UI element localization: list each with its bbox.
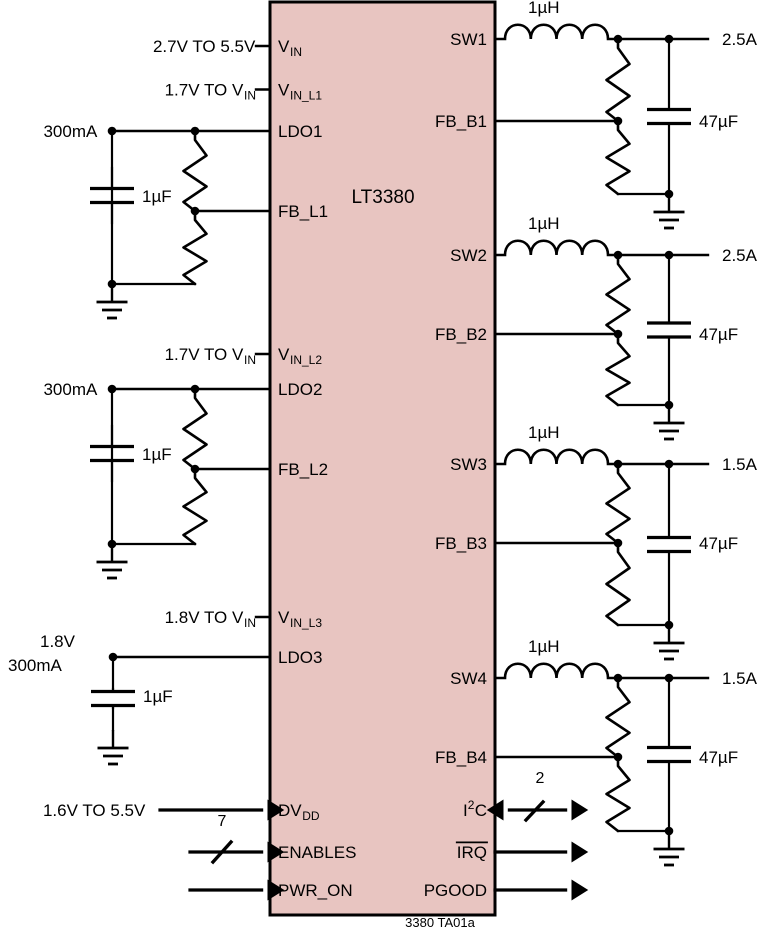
svg-text:IRQ: IRQ [457, 843, 487, 862]
svg-text:SW4: SW4 [450, 669, 487, 688]
svg-text:V: V [278, 81, 290, 100]
svg-text:PGOOD: PGOOD [424, 881, 487, 900]
svg-text:47µF: 47µF [699, 534, 738, 553]
svg-text:1.5A: 1.5A [722, 669, 758, 688]
svg-text:2.5A: 2.5A [722, 30, 758, 49]
svg-text:PWR_ON: PWR_ON [278, 881, 353, 900]
svg-text:1µH: 1µH [528, 214, 560, 233]
svg-text:FB_L1: FB_L1 [278, 202, 328, 221]
svg-text:2: 2 [468, 798, 475, 812]
svg-text:1µH: 1µH [528, 423, 560, 442]
svg-text:SW2: SW2 [450, 246, 487, 265]
svg-text:300mA: 300mA [8, 656, 63, 675]
svg-text:FB_L2: FB_L2 [278, 460, 328, 479]
svg-text:LDO3: LDO3 [278, 648, 322, 667]
svg-text:7: 7 [218, 813, 227, 830]
svg-text:V: V [278, 345, 290, 364]
svg-text:1.8V: 1.8V [40, 632, 76, 651]
svg-text:IN: IN [244, 89, 256, 103]
svg-text:1µH: 1µH [528, 0, 560, 17]
svg-text:1.5A: 1.5A [722, 455, 758, 474]
svg-text:3380 TA01a: 3380 TA01a [405, 915, 475, 930]
svg-text:DV: DV [278, 801, 302, 820]
svg-text:SW1: SW1 [450, 30, 487, 49]
svg-text:2: 2 [536, 770, 545, 787]
svg-text:FB_B1: FB_B1 [435, 112, 487, 131]
svg-text:FB_B2: FB_B2 [435, 325, 487, 344]
svg-text:1µF: 1µF [143, 687, 173, 706]
svg-text:1.6V TO 5.5V: 1.6V TO 5.5V [43, 801, 146, 820]
svg-text:ENABLES: ENABLES [278, 843, 356, 862]
svg-text:1.8V TO V: 1.8V TO V [165, 608, 244, 627]
svg-text:300mA: 300mA [43, 122, 98, 141]
svg-text:LDO1: LDO1 [278, 122, 322, 141]
svg-text:IN_L1: IN_L1 [290, 89, 322, 103]
svg-text:1µF: 1µF [142, 445, 172, 464]
svg-text:FB_B4: FB_B4 [435, 748, 487, 767]
svg-text:IN: IN [244, 616, 256, 630]
svg-text:V: V [278, 37, 290, 56]
svg-text:SW3: SW3 [450, 455, 487, 474]
svg-text:47µF: 47µF [699, 325, 738, 344]
svg-text:FB_B3: FB_B3 [435, 534, 487, 553]
svg-text:IN_L2: IN_L2 [290, 353, 322, 367]
svg-text:V: V [278, 608, 290, 627]
svg-text:1.7V TO V: 1.7V TO V [165, 345, 244, 364]
svg-text:DD: DD [302, 809, 320, 823]
svg-text:47µF: 47µF [699, 112, 738, 131]
svg-text:LT3380: LT3380 [351, 187, 414, 208]
svg-text:IN: IN [244, 353, 256, 367]
svg-text:LDO2: LDO2 [278, 380, 322, 399]
svg-text:1µF: 1µF [142, 187, 172, 206]
svg-text:1.7V TO V: 1.7V TO V [165, 81, 244, 100]
svg-text:300mA: 300mA [43, 380, 98, 399]
svg-text:1µH: 1µH [528, 637, 560, 656]
svg-text:47µF: 47µF [699, 748, 738, 767]
svg-text:2.5A: 2.5A [722, 246, 758, 265]
svg-text:IN_L3: IN_L3 [290, 616, 322, 630]
svg-text:2.7V TO 5.5V: 2.7V TO 5.5V [153, 37, 256, 56]
svg-text:C: C [475, 801, 487, 820]
svg-text:IN: IN [290, 45, 302, 59]
